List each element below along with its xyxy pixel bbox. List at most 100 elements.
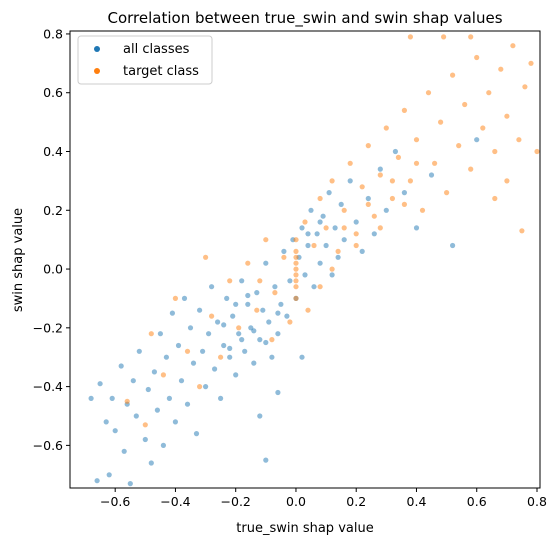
data-point — [197, 307, 203, 313]
x-tick-label: −0.2 — [221, 494, 251, 509]
y-tick-label: 0.2 — [43, 203, 63, 218]
data-point — [332, 225, 338, 231]
data-point — [419, 207, 426, 213]
y-tick-label: −0.6 — [33, 438, 63, 453]
data-point — [242, 348, 248, 354]
data-point — [425, 90, 432, 96]
data-point — [311, 242, 317, 249]
legend-box — [77, 35, 213, 85]
data-point — [239, 278, 245, 284]
data-point — [401, 190, 407, 196]
x-axis: −0.6 −0.4 −0.2 0.0 0.2 0.4 0.6 0.8 — [100, 488, 547, 509]
data-point — [329, 178, 335, 184]
data-point — [293, 260, 299, 266]
data-point — [389, 195, 395, 202]
data-point — [218, 395, 224, 401]
data-point — [528, 60, 534, 66]
data-point — [522, 84, 528, 90]
data-point — [428, 172, 435, 178]
x-tick-label: −0.6 — [100, 494, 130, 509]
data-point — [305, 231, 311, 237]
data-point — [371, 231, 377, 237]
data-point — [269, 354, 275, 360]
y-tick-label: −0.4 — [33, 379, 63, 394]
data-point — [450, 72, 456, 78]
data-point — [450, 242, 456, 249]
data-point — [474, 54, 480, 61]
y-tick-label: 0.8 — [43, 26, 63, 41]
data-point — [263, 237, 269, 243]
data-point — [251, 360, 257, 366]
data-point — [474, 137, 480, 143]
data-point — [371, 213, 377, 219]
data-point — [109, 395, 115, 401]
data-point — [190, 360, 197, 366]
x-axis-label: true_swin shap value — [236, 521, 373, 536]
y-tick-label: 0.4 — [43, 144, 63, 159]
data-point — [341, 207, 347, 213]
y-tick-label: −0.2 — [33, 320, 63, 335]
x-tick-label: 0.8 — [527, 494, 547, 509]
data-point — [353, 242, 359, 249]
data-point — [317, 260, 323, 266]
data-point — [299, 354, 305, 360]
data-point — [317, 195, 323, 202]
data-point — [112, 428, 118, 434]
data-point — [353, 231, 359, 237]
data-point — [218, 354, 224, 360]
data-point — [97, 381, 103, 387]
data-point — [233, 372, 239, 378]
data-point — [287, 278, 293, 284]
data-point — [392, 148, 398, 155]
data-point — [212, 366, 218, 372]
data-point — [245, 292, 251, 299]
x-tick-label: 0.2 — [346, 494, 366, 509]
data-point — [314, 231, 320, 237]
data-point — [251, 328, 257, 334]
data-point — [299, 225, 305, 231]
series-target-class — [124, 34, 540, 428]
data-point — [227, 278, 233, 284]
data-point — [272, 284, 278, 290]
data-point — [209, 284, 215, 290]
data-point — [317, 219, 323, 225]
data-point — [365, 195, 371, 202]
data-point — [365, 201, 371, 207]
x-tick-label: 0.4 — [407, 494, 427, 509]
data-point — [239, 337, 245, 343]
data-point — [172, 295, 178, 301]
data-point — [519, 228, 525, 234]
x-tick-label: 0.0 — [286, 494, 306, 509]
chart-title: Correlation between true_swin and swin s… — [107, 9, 502, 28]
data-point — [302, 219, 308, 225]
data-point — [184, 401, 191, 407]
data-point — [413, 225, 420, 231]
data-point — [383, 125, 389, 131]
x-tick-label: −0.4 — [160, 494, 190, 509]
data-point — [160, 372, 166, 378]
data-point — [320, 213, 326, 219]
plot-frame — [69, 30, 541, 489]
data-point — [516, 137, 522, 143]
data-point — [200, 348, 206, 354]
data-point — [142, 436, 148, 443]
data-point — [169, 310, 175, 316]
data-point — [263, 339, 269, 346]
data-point — [317, 284, 323, 290]
data-point — [181, 295, 188, 301]
data-point — [136, 348, 142, 354]
data-point — [293, 284, 299, 290]
data-point — [347, 178, 353, 184]
data-point — [293, 254, 299, 260]
data-point — [157, 331, 163, 337]
data-point — [492, 148, 498, 155]
data-point — [118, 363, 124, 369]
data-point — [413, 137, 420, 143]
data-point — [284, 313, 290, 319]
data-point — [88, 395, 94, 401]
data-point — [203, 384, 209, 390]
data-point — [178, 378, 185, 384]
data-point — [245, 260, 251, 266]
data-point — [163, 354, 169, 360]
